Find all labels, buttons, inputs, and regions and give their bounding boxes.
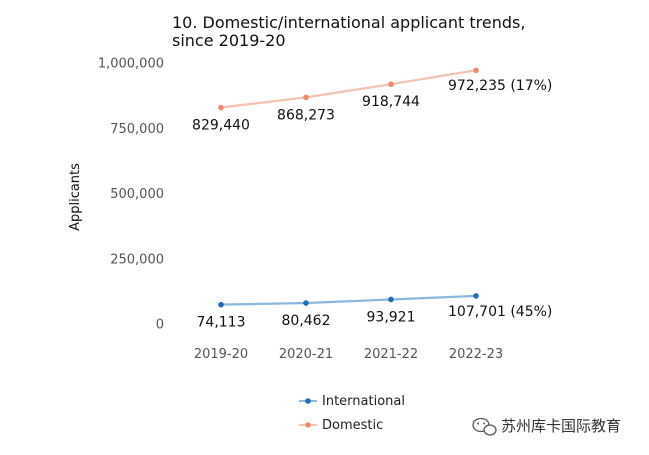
data-label-international: 74,113 [197,315,246,331]
data-point-international[interactable] [388,296,394,303]
data-label-international: 107,701 (45%) [448,304,552,320]
data-point-domestic[interactable] [303,94,309,101]
y-tick-label: 250,000 [110,252,164,267]
legend-international-label: International [322,394,405,409]
data-labels: 74,113 80,462 93,921 107,701 (45%) 829,440 86… [192,78,552,330]
legend-item-domestic[interactable]: Domestic [299,418,383,433]
data-label-domestic: 918,744 [362,94,420,110]
data-point-international[interactable] [303,300,309,306]
data-point-international[interactable] [473,293,479,299]
series-line-international [219,294,478,306]
data-point-domestic[interactable] [388,81,394,88]
legend-domestic-marker [305,422,311,428]
chart-title-line-1: 10. Domestic/international applicant tre… [172,13,525,32]
legend: International Domestic [299,394,405,433]
y-tick-label: 0 [156,318,164,333]
x-tick-label: 2022-23 [449,347,503,362]
x-tick-label: 2020-21 [279,347,333,362]
legend-item-international[interactable]: International [299,394,405,409]
y-axis-label: Applicants [68,163,83,231]
watermark-text: 苏州库卡国际教育 [501,417,621,435]
data-label-international: 80,462 [282,313,331,329]
chart-title-line-2: since 2019-20 [172,31,286,50]
y-tick-label: 500,000 [110,187,164,202]
series-line-domestic [219,69,478,109]
data-label-domestic: 829,440 [192,118,250,134]
y-tick-label: 1,000,000 [98,57,164,72]
x-tick-label: 2019-20 [194,347,248,362]
watermark: 苏州库卡国际教育 [472,417,621,436]
y-axis-ticks: 0 250,000 500,000 750,000 1,000,000 [98,57,164,333]
data-label-domestic: 972,235 (17%) [448,78,552,94]
data-point-domestic[interactable] [473,67,479,74]
data-label-international: 93,921 [367,309,416,325]
x-axis-ticks: 2019-20 2020-21 2021-22 2022-23 [194,347,503,362]
legend-international-marker [305,398,311,404]
x-tick-label: 2021-22 [364,347,418,362]
y-tick-label: 750,000 [110,122,164,137]
data-point-international[interactable] [218,301,224,308]
series-layer [218,67,479,308]
data-label-domestic: 868,273 [277,107,335,123]
wechat-icon [472,417,497,436]
legend-domestic-label: Domestic [322,418,383,433]
data-point-domestic[interactable] [218,104,224,111]
